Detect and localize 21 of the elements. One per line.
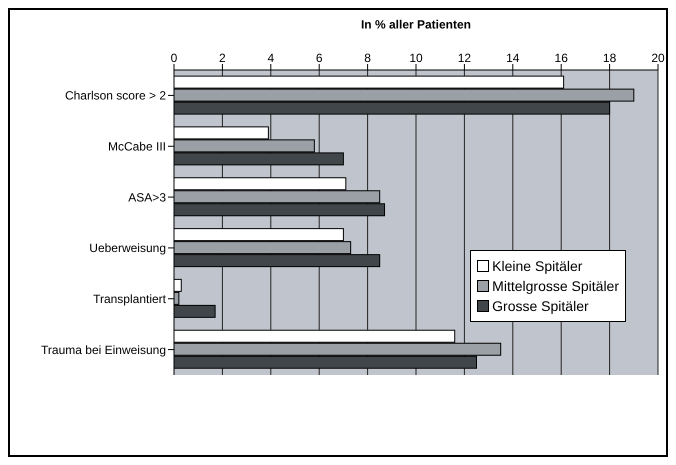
- legend-label: Mittelgrosse Spitäler: [492, 278, 619, 294]
- legend-label: Grosse Spitäler: [492, 298, 589, 314]
- y-tick-label: Trauma bei Einweisung: [41, 342, 166, 357]
- y-tick-label: Transplantiert: [93, 292, 167, 306]
- x-tick-label: 12: [458, 51, 472, 65]
- x-tick-label: 14: [506, 51, 520, 65]
- y-tick-label: McCabe III: [108, 140, 166, 154]
- legend-label: Kleine Spitäler: [492, 258, 582, 274]
- x-axis-title: In % aller Patienten: [360, 18, 472, 32]
- x-tick-label: 18: [602, 51, 617, 65]
- y-tick-label: ASA>3: [128, 190, 166, 204]
- x-tick-label: 4: [267, 51, 274, 65]
- x-tick-label: 16: [554, 51, 568, 65]
- x-tick-label: 8: [364, 51, 372, 65]
- x-tick-label: 6: [316, 51, 323, 65]
- y-tick-label: Charlson score > 2: [64, 88, 166, 103]
- x-tick-label: 10: [409, 51, 423, 65]
- x-tick-label: 0: [170, 51, 178, 65]
- y-tick-label: Ueberweisung: [89, 241, 166, 256]
- x-tick-label: 20: [651, 51, 665, 65]
- x-tick-label: 2: [219, 51, 226, 65]
